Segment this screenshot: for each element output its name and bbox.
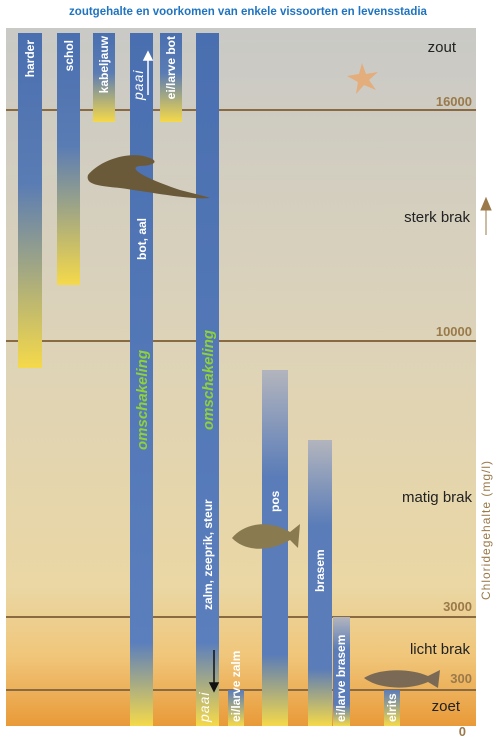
species-label: zalm, zeeprik, steur — [201, 499, 215, 610]
species-label: bot, aal — [135, 218, 149, 260]
species-label: ei/larve zalm — [229, 651, 243, 722]
title: zoutgehalte en voorkomen van enkele viss… — [69, 6, 428, 18]
level-label: 3000 — [443, 599, 472, 614]
annotation: omschakeling — [134, 350, 151, 450]
level-label: 0 — [459, 724, 466, 738]
annotation: paai — [130, 70, 146, 101]
level-label: 300 — [450, 671, 472, 686]
species-label: ei/larve brasem — [334, 635, 348, 722]
level-label: 10000 — [436, 324, 472, 339]
species-label: brasem — [313, 549, 327, 592]
annotation: omschakeling — [200, 330, 217, 430]
species-label: elrits — [385, 693, 399, 722]
axis-arrow — [481, 198, 491, 235]
species-label: kabeljauw — [97, 35, 111, 93]
species-label: harder — [23, 40, 37, 78]
species-label: pos — [268, 490, 282, 512]
axis-label: Chloridegehalte (mg/l) — [479, 460, 493, 600]
species-label: schol — [62, 40, 76, 71]
zone-label: zoet — [432, 698, 461, 715]
diagram: zoutgehalte en voorkomen van enkele viss… — [0, 0, 497, 738]
zone-label: sterk brak — [404, 209, 470, 226]
bar — [18, 33, 42, 368]
zone-label: licht brak — [410, 641, 471, 658]
level-label: 16000 — [436, 94, 472, 109]
zone-label: zout — [428, 39, 457, 56]
zone-label: matig brak — [402, 489, 473, 506]
species-label: ei/larve bot — [164, 36, 178, 99]
annotation: paai — [196, 692, 212, 723]
